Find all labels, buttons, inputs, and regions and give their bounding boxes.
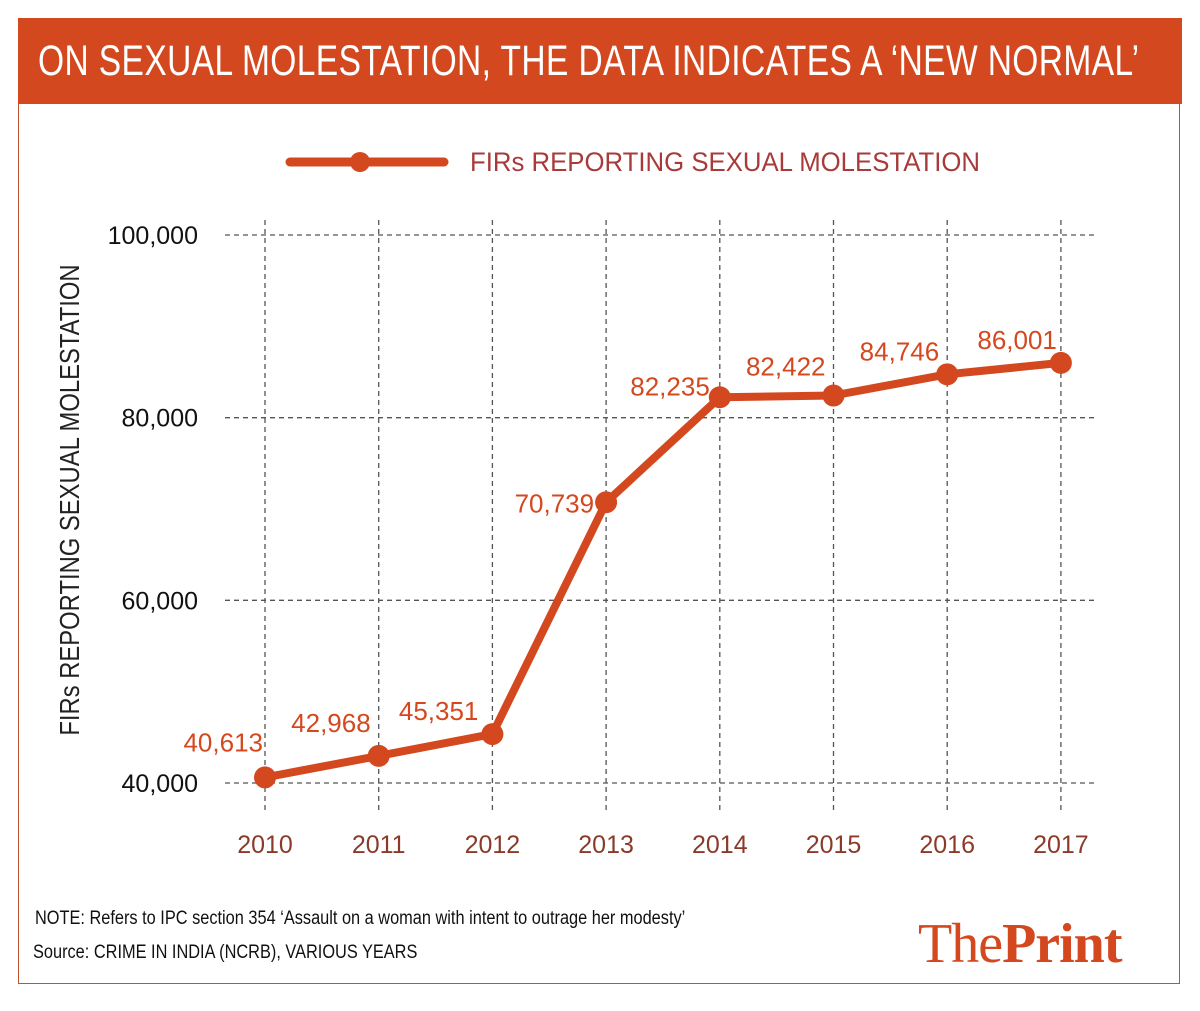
data-point (822, 384, 845, 407)
x-tick-label: 2017 (1033, 831, 1089, 859)
data-label: 86,001 (977, 325, 1057, 355)
chart-title: ON SEXUAL MOLESTATION, THE DATA INDICATE… (38, 37, 1140, 85)
x-tick-label: 2010 (237, 831, 293, 859)
y-tick-labels: 40,000 60,000 80,000 100,000 (108, 222, 198, 798)
data-point (936, 363, 959, 386)
y-axis-label: FIRs REPORTING SEXUAL MOLESTATION (54, 264, 85, 736)
y-tick-label: 80,000 (122, 405, 198, 433)
data-label: 82,422 (746, 352, 826, 382)
theprint-logo: ThePrint (918, 912, 1122, 976)
data-label: 42,968 (291, 708, 371, 738)
x-tick-label: 2016 (919, 831, 975, 859)
header-bar (18, 18, 1182, 104)
x-tick-labels: 2010 2011 2012 2013 2014 2015 2016 2017 (237, 831, 1089, 859)
data-label: 45,351 (399, 696, 479, 726)
legend-label: FIRs REPORTING SEXUAL MOLESTATION (470, 147, 980, 177)
data-point (367, 744, 390, 767)
data-label: 84,746 (860, 336, 940, 366)
data-labels: 40,613 42,968 45,351 70,739 82,235 82,422 84,7… (183, 325, 1056, 758)
source-note: Source: CRIME IN INDIA (NCRB), VARIOUS Y… (33, 942, 418, 963)
y-tick-label: 60,000 (122, 587, 198, 615)
grid (225, 220, 1097, 810)
data-point (708, 386, 731, 409)
data-point (1049, 351, 1072, 374)
data-point (595, 491, 618, 514)
series-line (261, 358, 1065, 782)
x-tick-label: 2011 (352, 831, 406, 859)
logo-print: Print (1002, 913, 1122, 975)
y-tick-label: 100,000 (108, 222, 198, 250)
data-point (254, 766, 276, 789)
x-tick-label: 2012 (465, 831, 521, 859)
data-point (481, 723, 504, 746)
footnote: NOTE: Refers to IPC section 354 ‘Assault… (35, 908, 686, 929)
data-label: 40,613 (183, 727, 263, 757)
logo-the: The (918, 913, 1003, 975)
series-path (261, 358, 1065, 782)
x-tick-label: 2015 (806, 831, 862, 859)
legend: FIRs REPORTING SEXUAL MOLESTATION (285, 147, 980, 177)
x-tick-label: 2014 (692, 831, 748, 859)
data-points (254, 351, 1072, 789)
y-tick-label: 40,000 (122, 770, 198, 798)
data-label: 70,739 (515, 488, 595, 518)
legend-marker-swatch (350, 152, 370, 172)
data-label: 82,235 (630, 371, 710, 401)
x-tick-label: 2013 (578, 831, 634, 859)
